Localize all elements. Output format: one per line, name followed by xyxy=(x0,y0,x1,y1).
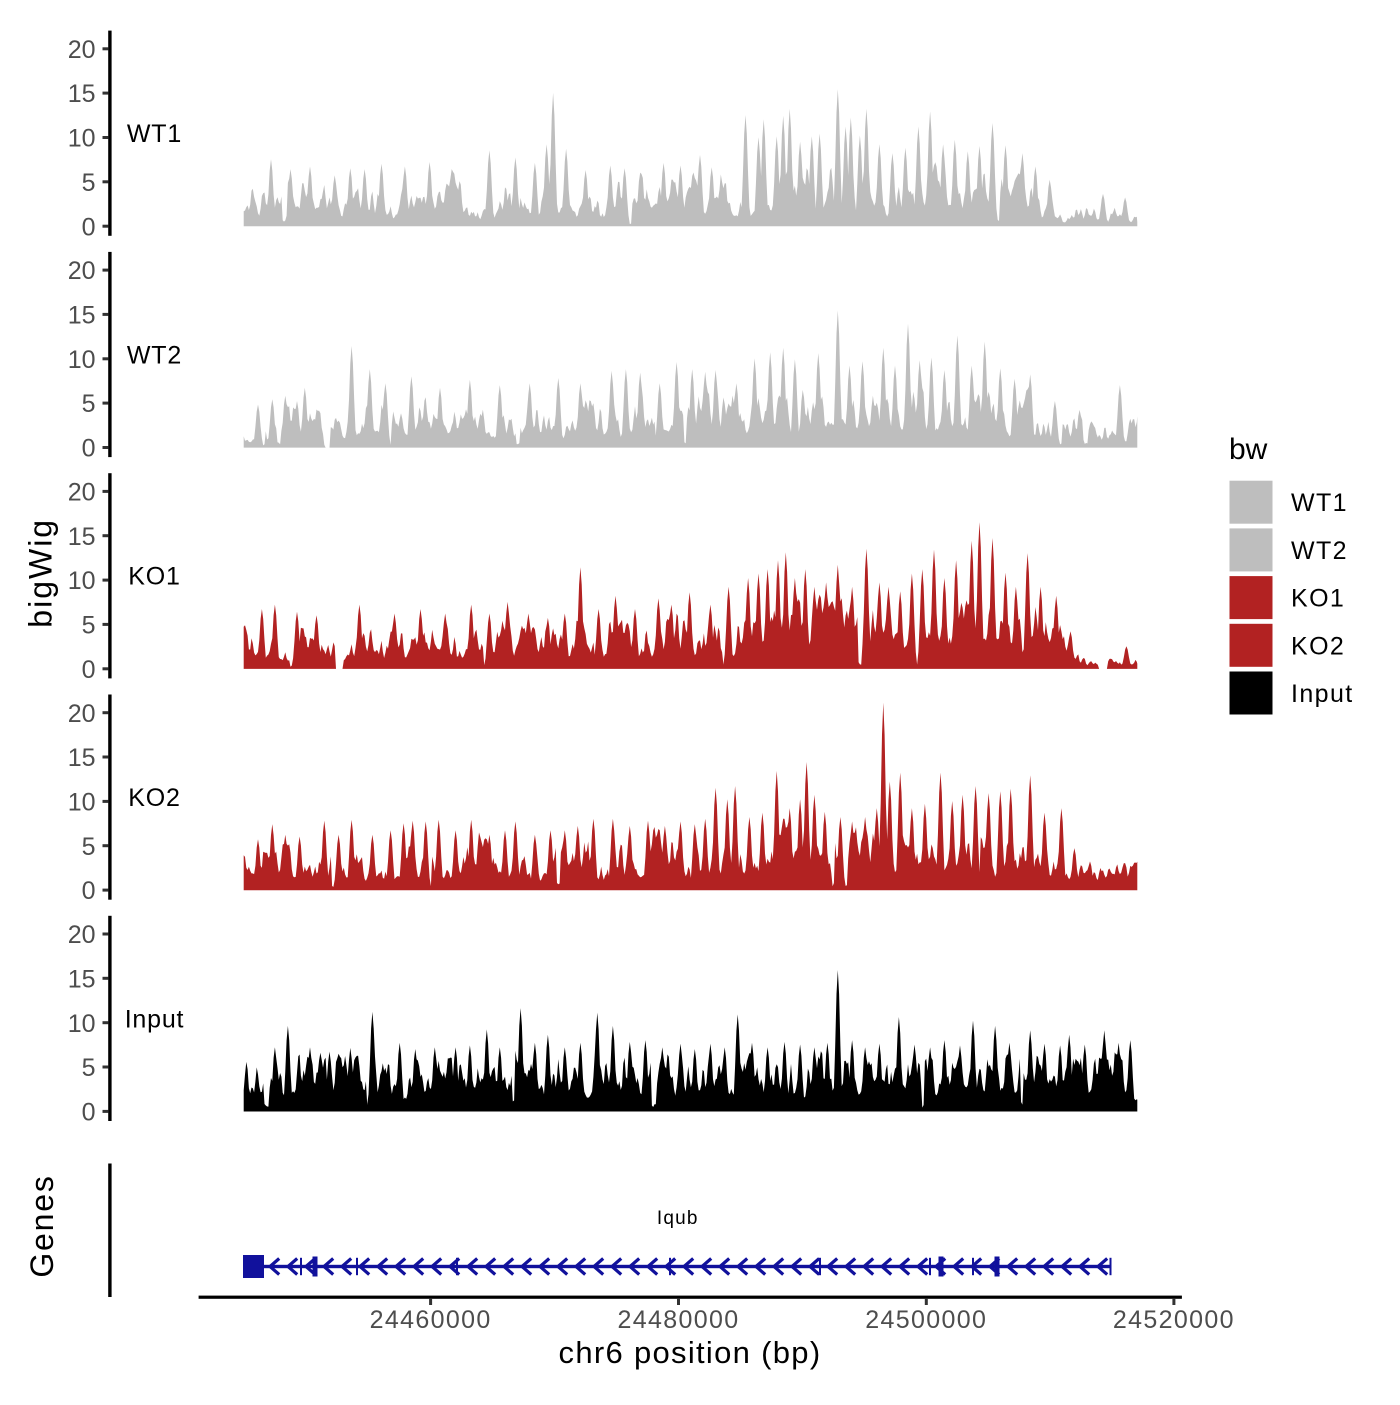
svg-text:20: 20 xyxy=(68,36,96,64)
svg-text:Input: Input xyxy=(125,1005,185,1033)
svg-text:24520000: 24520000 xyxy=(1113,1306,1235,1334)
svg-text:WT1: WT1 xyxy=(1291,489,1348,517)
svg-text:KO2: KO2 xyxy=(1291,632,1345,660)
svg-text:10: 10 xyxy=(68,789,96,817)
svg-text:20: 20 xyxy=(68,921,96,949)
svg-text:15: 15 xyxy=(68,965,96,993)
svg-text:10: 10 xyxy=(68,125,96,153)
svg-text:0: 0 xyxy=(82,435,96,463)
svg-text:24480000: 24480000 xyxy=(617,1306,739,1334)
svg-text:KO2: KO2 xyxy=(128,784,180,812)
svg-text:0: 0 xyxy=(82,656,96,684)
svg-text:Input: Input xyxy=(1291,680,1354,708)
svg-text:20: 20 xyxy=(68,479,96,507)
svg-text:0: 0 xyxy=(82,213,96,241)
svg-text:WT2: WT2 xyxy=(127,341,182,369)
svg-text:0: 0 xyxy=(82,877,96,905)
svg-text:20: 20 xyxy=(68,700,96,728)
svg-text:10: 10 xyxy=(68,346,96,374)
svg-text:chr6 position (bp): chr6 position (bp) xyxy=(559,1335,822,1370)
svg-text:15: 15 xyxy=(68,523,96,551)
svg-text:24500000: 24500000 xyxy=(865,1306,987,1334)
svg-text:Genes: Genes xyxy=(24,1174,60,1277)
svg-text:bigWig: bigWig xyxy=(23,518,59,628)
svg-text:WT1: WT1 xyxy=(127,120,182,148)
svg-text:WT2: WT2 xyxy=(1291,537,1348,565)
svg-text:5: 5 xyxy=(82,833,96,861)
svg-text:5: 5 xyxy=(82,1054,96,1082)
svg-text:KO1: KO1 xyxy=(1291,585,1345,613)
svg-text:15: 15 xyxy=(68,302,96,330)
svg-text:10: 10 xyxy=(68,1010,96,1038)
svg-text:10: 10 xyxy=(68,567,96,595)
svg-text:24460000: 24460000 xyxy=(370,1306,492,1334)
svg-text:5: 5 xyxy=(82,169,96,197)
svg-text:15: 15 xyxy=(68,744,96,772)
svg-text:5: 5 xyxy=(82,612,96,640)
svg-text:Iqub: Iqub xyxy=(657,1208,699,1229)
svg-text:5: 5 xyxy=(82,390,96,418)
svg-text:KO1: KO1 xyxy=(128,563,180,591)
svg-text:15: 15 xyxy=(68,80,96,108)
svg-text:0: 0 xyxy=(82,1099,96,1127)
svg-text:20: 20 xyxy=(68,257,96,285)
svg-text:bw: bw xyxy=(1229,433,1268,466)
